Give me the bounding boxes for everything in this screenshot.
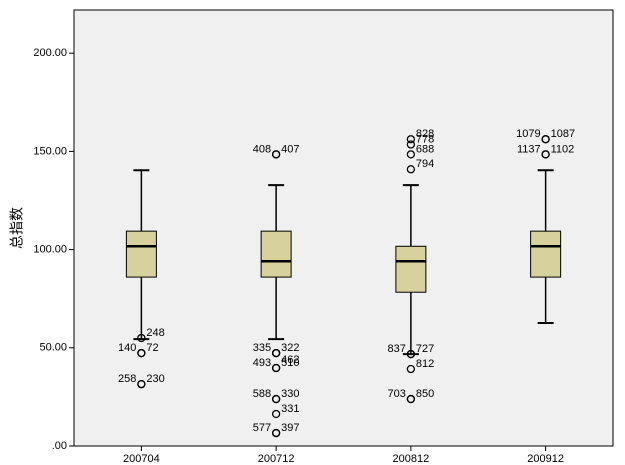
outlier-label: 1087 [551, 128, 575, 140]
outlier-label: 688 [416, 143, 434, 155]
x-tick-label: 200912 [527, 453, 564, 465]
outlier-label: 322 [281, 342, 299, 354]
outlier-label: 510 [281, 357, 299, 369]
outlier [406, 165, 416, 174]
outlier-label: 588 [253, 388, 271, 400]
outlier [271, 363, 281, 373]
outlier-label: 330 [281, 388, 299, 400]
box [530, 230, 562, 278]
plot-area [73, 9, 614, 447]
outlier [271, 348, 281, 358]
outlier-label: 140 [118, 342, 136, 354]
outlier [406, 394, 416, 404]
outlier-label: 397 [281, 422, 299, 434]
outlier [541, 150, 550, 159]
box [125, 230, 157, 278]
outlier [137, 333, 146, 343]
x-tick-label: 200712 [258, 453, 295, 465]
outlier [271, 150, 281, 159]
outlier-label: 850 [416, 388, 434, 400]
outlier-label: 778 [416, 133, 434, 145]
y-tick-label: 200.00 [33, 47, 67, 59]
outlier-label: 335 [253, 342, 271, 354]
y-tick-label: 150.00 [33, 145, 67, 157]
box [395, 245, 427, 293]
x-tick-label: 200704 [123, 453, 160, 465]
y-tick-label: 100.00 [33, 244, 67, 256]
outlier-label: 258 [118, 373, 136, 385]
outlier [406, 140, 416, 149]
outlier-label: 248 [146, 327, 164, 339]
outlier-label: 703 [388, 388, 406, 400]
outlier-label: 72 [146, 342, 158, 354]
y-axis-label: 总指数 [9, 207, 25, 249]
outlier-label: 1102 [551, 143, 575, 155]
outlier [541, 135, 550, 144]
outlier [137, 379, 146, 389]
outlier-label: 1079 [516, 128, 540, 140]
outlier [406, 349, 416, 359]
outlier [271, 428, 281, 438]
outlier [271, 409, 281, 419]
outlier [137, 348, 146, 358]
outlier-label: 794 [416, 158, 434, 170]
outlier-label: 1137 [517, 143, 541, 155]
box [260, 230, 292, 278]
outlier-label: 828 [416, 128, 434, 140]
y-tick-label: .00 [52, 440, 67, 452]
outlier-label: 577 [253, 422, 271, 434]
outlier [406, 364, 416, 374]
y-tick-label: 50.00 [39, 342, 67, 354]
outlier-label: 230 [146, 373, 164, 385]
outlier [406, 150, 416, 159]
outlier-label: 462 [281, 354, 299, 366]
outlier-label: 408 [253, 143, 271, 155]
outlier-label: 331 [281, 403, 299, 415]
outlier [271, 394, 281, 404]
outlier-label: 812 [416, 358, 434, 370]
outlier-label: 727 [416, 343, 434, 355]
outlier-label: 407 [281, 143, 299, 155]
x-tick-label: 200812 [393, 453, 430, 465]
outlier [406, 135, 416, 144]
outlier-label: 837 [388, 343, 406, 355]
outlier-label: 493 [253, 357, 271, 369]
